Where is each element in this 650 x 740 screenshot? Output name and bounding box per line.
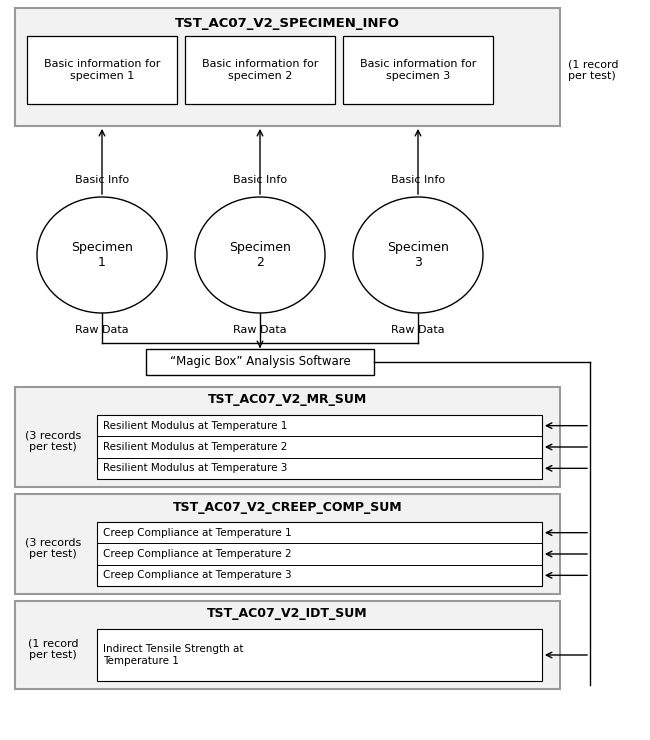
Text: TST_AC07_V2_IDT_SUM: TST_AC07_V2_IDT_SUM	[207, 608, 368, 621]
Ellipse shape	[195, 197, 325, 313]
Bar	[97, 415, 542, 479]
Bar	[146, 349, 374, 375]
Text: Specimen
1: Specimen 1	[71, 241, 133, 269]
Text: Indirect Tensile Strength at
Temperature 1: Indirect Tensile Strength at Temperature…	[103, 645, 244, 666]
Ellipse shape	[37, 197, 167, 313]
Bar	[15, 387, 560, 487]
Text: Basic information for
specimen 1: Basic information for specimen 1	[44, 59, 160, 81]
Bar	[15, 494, 560, 594]
Text: TST_AC07_V2_SPECIMEN_INFO: TST_AC07_V2_SPECIMEN_INFO	[175, 18, 400, 30]
Text: Raw Data: Raw Data	[391, 325, 445, 335]
Bar	[185, 36, 335, 104]
Bar	[343, 36, 493, 104]
Text: (3 records
per test): (3 records per test)	[25, 537, 81, 559]
Text: (1 record
per test): (1 record per test)	[568, 59, 619, 81]
Ellipse shape	[353, 197, 483, 313]
Text: TST_AC07_V2_MR_SUM: TST_AC07_V2_MR_SUM	[208, 394, 367, 406]
Bar	[27, 36, 177, 104]
Text: Creep Compliance at Temperature 1: Creep Compliance at Temperature 1	[103, 528, 292, 538]
Bar	[15, 8, 560, 126]
Text: Basic information for
specimen 3: Basic information for specimen 3	[360, 59, 476, 81]
Text: “Magic Box” Analysis Software: “Magic Box” Analysis Software	[170, 355, 350, 369]
Text: (1 record
per test): (1 record per test)	[28, 638, 78, 660]
Text: TST_AC07_V2_CREEP_COMP_SUM: TST_AC07_V2_CREEP_COMP_SUM	[173, 500, 402, 514]
Text: Basic Info: Basic Info	[75, 175, 129, 185]
Text: Raw Data: Raw Data	[233, 325, 287, 335]
Bar	[97, 629, 542, 681]
Text: Specimen
3: Specimen 3	[387, 241, 449, 269]
Bar	[15, 601, 560, 689]
Text: Resilient Modulus at Temperature 3: Resilient Modulus at Temperature 3	[103, 463, 287, 474]
Text: Resilient Modulus at Temperature 2: Resilient Modulus at Temperature 2	[103, 442, 287, 452]
Text: Creep Compliance at Temperature 3: Creep Compliance at Temperature 3	[103, 571, 292, 580]
Text: Basic information for
specimen 2: Basic information for specimen 2	[202, 59, 318, 81]
Text: Creep Compliance at Temperature 2: Creep Compliance at Temperature 2	[103, 549, 292, 559]
Text: (3 records
per test): (3 records per test)	[25, 430, 81, 452]
Text: Resilient Modulus at Temperature 1: Resilient Modulus at Temperature 1	[103, 420, 287, 431]
Text: Specimen
2: Specimen 2	[229, 241, 291, 269]
Text: Basic Info: Basic Info	[391, 175, 445, 185]
Text: Basic Info: Basic Info	[233, 175, 287, 185]
Bar	[97, 522, 542, 586]
Text: Raw Data: Raw Data	[75, 325, 129, 335]
